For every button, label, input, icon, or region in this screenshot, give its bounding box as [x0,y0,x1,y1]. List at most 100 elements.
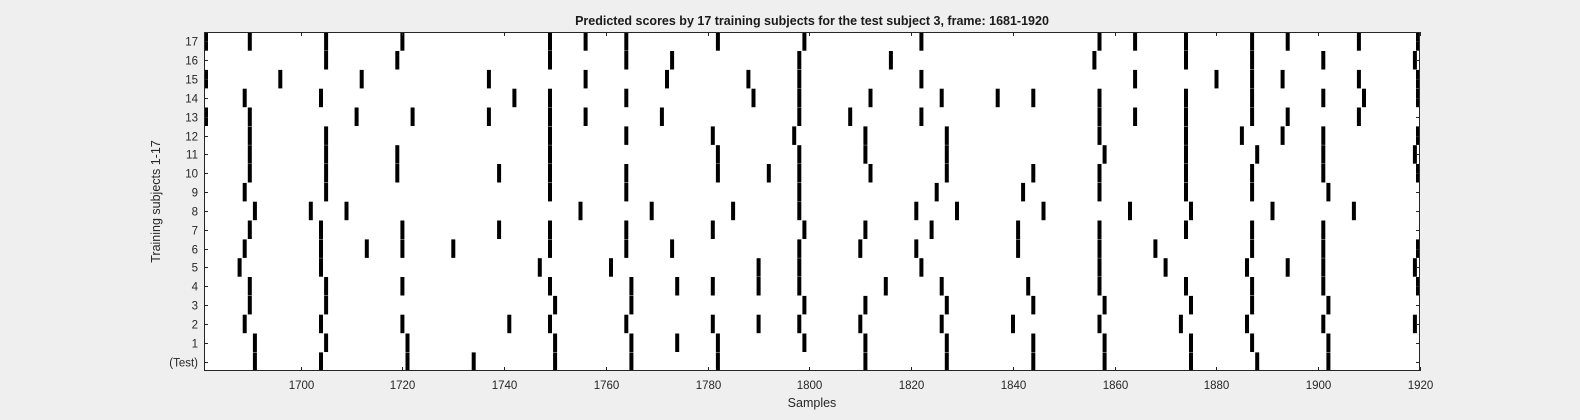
score-marker [1031,295,1036,315]
score-marker [1356,107,1361,126]
score-marker [919,69,924,89]
score-marker [324,51,329,70]
score-marker [1326,333,1331,352]
score-marker [746,69,751,89]
score-marker [354,107,359,126]
score-marker [252,201,257,221]
score-marker [400,277,405,296]
x-axis-ticks: 1700 1720 1740 1760 1780 1800 1820 1840 1860 1880… [289,32,1434,392]
score-marker [1412,258,1417,277]
score-marker [1097,88,1102,108]
score-marker [868,88,873,108]
score-marker [359,69,364,89]
y-tick-label: 2 [192,320,198,332]
score-marker [1250,51,1255,70]
score-marker [405,352,410,371]
score-marker [934,182,939,202]
score-marker [1280,69,1285,89]
score-marker [797,201,802,221]
x-axis-label: Samples [788,396,837,410]
score-marker [1133,107,1138,126]
score-marker [863,126,868,145]
score-marker [1250,182,1255,202]
score-marker [252,352,257,371]
score-marker [1416,126,1420,145]
score-marker [1133,32,1138,51]
score-marker [797,164,802,183]
score-marker [1255,352,1260,371]
score-marker [624,314,629,334]
score-marker [797,51,802,70]
score-marker [624,220,629,239]
score-marker [1097,164,1102,183]
score-marker [756,314,761,334]
score-marker [710,277,715,296]
score-marker [319,220,323,239]
score-marker [1184,277,1188,296]
score-marker [364,239,369,258]
score-marker [1163,258,1168,277]
score-marker [675,333,680,352]
score-marker [548,164,552,183]
score-marker [1245,258,1249,277]
score-marker [1351,201,1356,221]
y-tick-label: 6 [192,245,198,257]
score-marker [939,88,944,108]
score-marker [670,239,675,258]
score-marker [802,32,807,51]
score-marker [1097,258,1102,277]
score-marker [955,201,959,221]
score-marker [715,333,720,352]
score-marker [1412,314,1417,334]
score-marker [400,220,405,239]
score-marker [548,51,552,70]
score-marker [624,239,629,258]
score-marker [1031,88,1036,108]
y-tick-label: 16 [185,56,198,68]
score-marker [1184,164,1188,183]
score-marker [863,220,868,239]
score-marker [624,88,629,108]
score-marker [537,258,542,277]
score-marker [324,277,329,296]
plot-area [204,32,1420,371]
x-tick-label: 1760 [594,380,620,392]
score-marker [486,107,491,126]
score-marker [797,145,802,164]
score-marker [1184,182,1188,202]
score-marker [1097,277,1102,296]
score-marker [797,182,802,202]
score-marker [395,164,400,183]
score-marker [1214,69,1219,89]
score-marker [1321,51,1326,70]
y-tick-label: 10 [185,169,198,181]
score-marker [797,69,802,89]
score-marker [944,164,949,183]
score-marker [324,32,329,51]
score-marker [670,51,675,70]
score-marker [344,201,349,221]
score-marker [242,314,247,334]
y-axis-label: Training subjects 1-17 [149,140,163,263]
score-marker [609,258,613,277]
score-marker [624,182,629,202]
score-marker [548,277,552,296]
score-marker [756,258,761,277]
score-marker [649,201,654,221]
score-marker [629,295,634,315]
score-marker [400,314,405,334]
score-marker [583,69,588,89]
score-marker [400,239,405,258]
score-marker [583,32,588,51]
score-marker [1128,201,1132,221]
score-marker [324,145,329,164]
score-marker [1092,51,1097,70]
score-marker [766,164,771,183]
score-marker [858,239,863,258]
score-marker [629,352,634,371]
score-marker [802,220,807,239]
score-marker [944,145,949,164]
x-tick-label: 1920 [1408,380,1434,392]
score-marker [944,333,949,352]
